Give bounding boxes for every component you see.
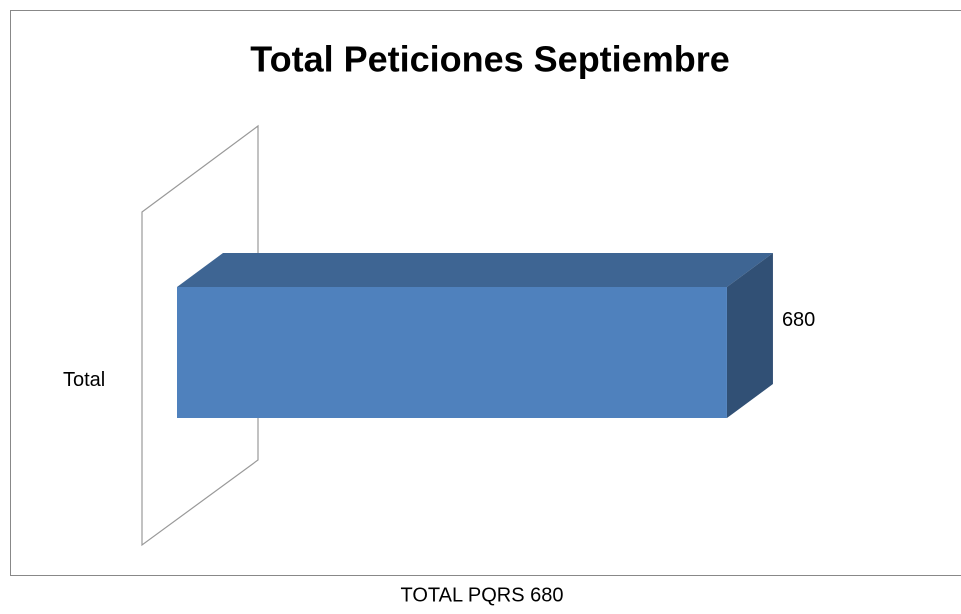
chart-title: Total Peticiones Septiembre bbox=[250, 39, 729, 80]
bar bbox=[177, 287, 727, 418]
bar-top bbox=[177, 253, 773, 287]
caption: TOTAL PQRS 680 bbox=[400, 584, 563, 606]
data-label: 680 bbox=[782, 309, 815, 331]
y-tick-label: Total bbox=[63, 369, 105, 391]
